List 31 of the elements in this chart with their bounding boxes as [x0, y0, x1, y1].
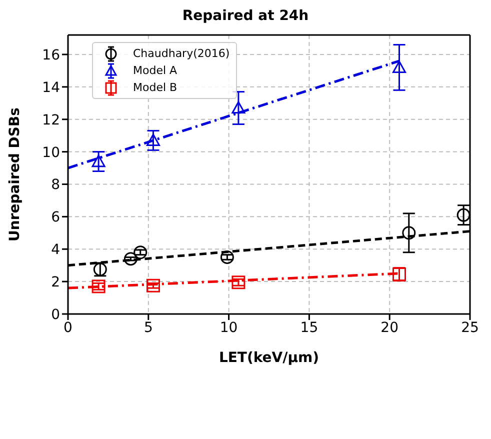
y-tick-label: 6 [51, 210, 60, 226]
y-tick-label: 16 [42, 47, 60, 64]
y-tick-label: 0 [51, 306, 60, 323]
x-tick-label: 20 [380, 320, 399, 336]
x-tick-label: 5 [144, 320, 153, 336]
point [220, 250, 234, 264]
x-tick-label: 15 [300, 320, 318, 336]
point [402, 226, 416, 240]
chart-title: Repaired at 24h [181, 8, 310, 26]
y-tick-label: 14 [42, 80, 60, 96]
x-tick-label: 0 [64, 320, 72, 336]
point [92, 154, 106, 168]
x-tick-label: 10 [220, 320, 238, 336]
point [232, 276, 246, 290]
legend-label: Model B [133, 81, 178, 94]
y-tick-label: 12 [42, 112, 60, 128]
point [232, 101, 246, 114]
y-tick-label: 2 [51, 274, 60, 291]
y-axis-title: Unrepaired DSBs [6, 107, 23, 242]
x-tick-label: 25 [461, 320, 479, 336]
legend-label: Model A [133, 64, 178, 77]
legend-label: Chaudhary(2016) [133, 47, 230, 60]
point [92, 280, 106, 294]
y-tick-label: 10 [42, 144, 60, 161]
point [146, 278, 160, 292]
point [392, 60, 406, 73]
x-axis-title: LET(keV/μm) [218, 350, 320, 366]
y-tick-label: 4 [51, 242, 60, 258]
point [146, 134, 160, 146]
point [456, 208, 470, 222]
y-tick-label: 8 [51, 177, 60, 194]
